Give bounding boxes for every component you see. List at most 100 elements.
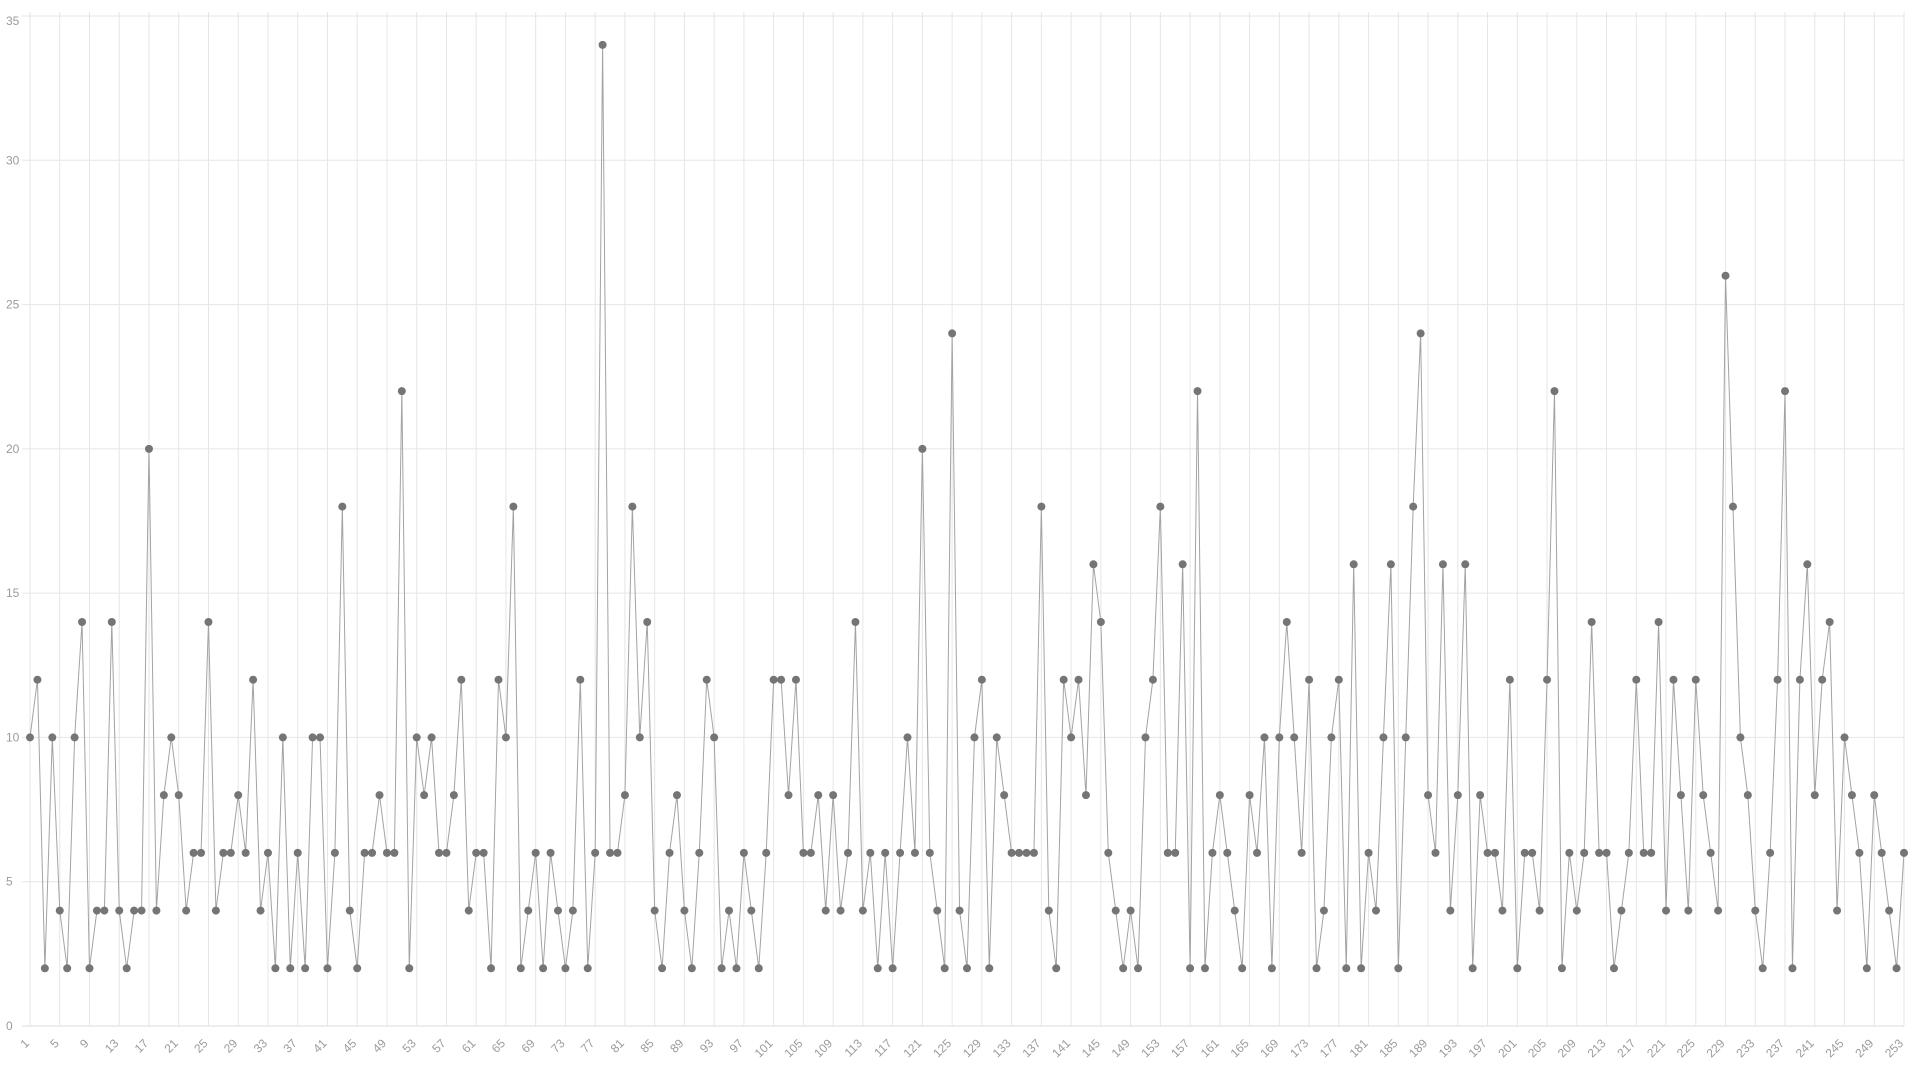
data-point (1877, 848, 1886, 857)
data-point (204, 618, 213, 626)
data-point (1647, 848, 1656, 857)
data-point (1096, 618, 1105, 626)
data-point (963, 964, 971, 973)
data-point (278, 733, 287, 742)
data-point (680, 906, 689, 915)
data-point (1178, 560, 1187, 569)
data-point (78, 618, 87, 626)
data-point (1334, 675, 1343, 684)
data-point (1044, 906, 1053, 915)
data-point (1654, 618, 1663, 626)
data-point (836, 906, 845, 915)
data-point (1245, 791, 1254, 800)
data-point (1349, 560, 1358, 569)
data-point (286, 964, 295, 973)
data-point (1446, 906, 1455, 915)
data-point (1253, 848, 1262, 857)
data-point (858, 906, 867, 915)
data-point (345, 906, 354, 915)
data-point (1379, 733, 1388, 742)
data-point (40, 964, 49, 973)
data-point (1223, 848, 1232, 857)
data-point (1000, 791, 1009, 800)
data-point (308, 733, 317, 742)
data-point (754, 964, 763, 973)
data-point (1424, 791, 1433, 800)
data-point (1431, 848, 1440, 857)
data-point (591, 848, 600, 857)
data-point (1386, 560, 1395, 569)
data-point (301, 964, 310, 973)
data-point (613, 848, 622, 857)
data-point (598, 40, 607, 49)
data-point (144, 444, 153, 453)
data-point (1230, 906, 1239, 915)
data-point (197, 848, 206, 857)
data-point (167, 733, 176, 742)
data-point (293, 848, 302, 857)
data-point (1282, 618, 1291, 626)
data-point (672, 791, 681, 800)
data-point (1037, 502, 1046, 511)
data-point (918, 444, 927, 453)
data-point (1148, 675, 1157, 684)
data-point (948, 329, 957, 338)
data-point (1535, 906, 1544, 915)
data-point (1089, 560, 1098, 569)
data-point (1728, 502, 1737, 511)
data-point (650, 906, 659, 915)
data-point (472, 848, 481, 857)
data-point (561, 964, 570, 973)
data-point (568, 906, 577, 915)
data-point (189, 848, 198, 857)
data-point (1364, 848, 1373, 857)
data-point (159, 791, 168, 800)
data-point (457, 675, 466, 684)
data-point (1743, 791, 1752, 800)
data-point (732, 964, 741, 973)
data-point (1319, 906, 1328, 915)
data-point (896, 848, 905, 857)
data-point (360, 848, 369, 857)
data-point (1468, 964, 1477, 973)
data-point (323, 964, 332, 973)
data-point (658, 964, 667, 973)
data-point (1773, 675, 1782, 684)
data-point (784, 791, 793, 800)
data-point (501, 733, 510, 742)
data-point (925, 848, 934, 857)
data-point (1520, 848, 1529, 857)
data-point (687, 964, 696, 973)
data-point (1141, 733, 1150, 742)
data-point (635, 733, 644, 742)
data-point (1810, 791, 1819, 800)
data-point (1081, 791, 1090, 800)
data-point (1372, 906, 1381, 915)
data-point (330, 848, 339, 857)
data-point (375, 791, 384, 800)
data-point (1305, 675, 1314, 684)
data-point (1215, 791, 1224, 800)
data-point (397, 387, 406, 396)
data-point (1498, 906, 1507, 915)
data-point (1490, 848, 1499, 857)
data-point (814, 791, 823, 800)
data-point (695, 848, 704, 857)
data-point (152, 906, 161, 915)
data-point (1200, 964, 1209, 973)
data-point (725, 906, 734, 915)
data-point (122, 964, 131, 973)
data-point (747, 906, 756, 915)
data-point (829, 791, 838, 800)
data-point (1892, 964, 1901, 973)
data-point (442, 848, 451, 857)
data-point (1052, 964, 1061, 973)
data-point (1476, 791, 1485, 800)
data-point (1847, 791, 1856, 800)
data-point (933, 906, 942, 915)
data-point (1751, 906, 1760, 915)
data-point (1825, 618, 1834, 626)
data-point (903, 733, 912, 742)
